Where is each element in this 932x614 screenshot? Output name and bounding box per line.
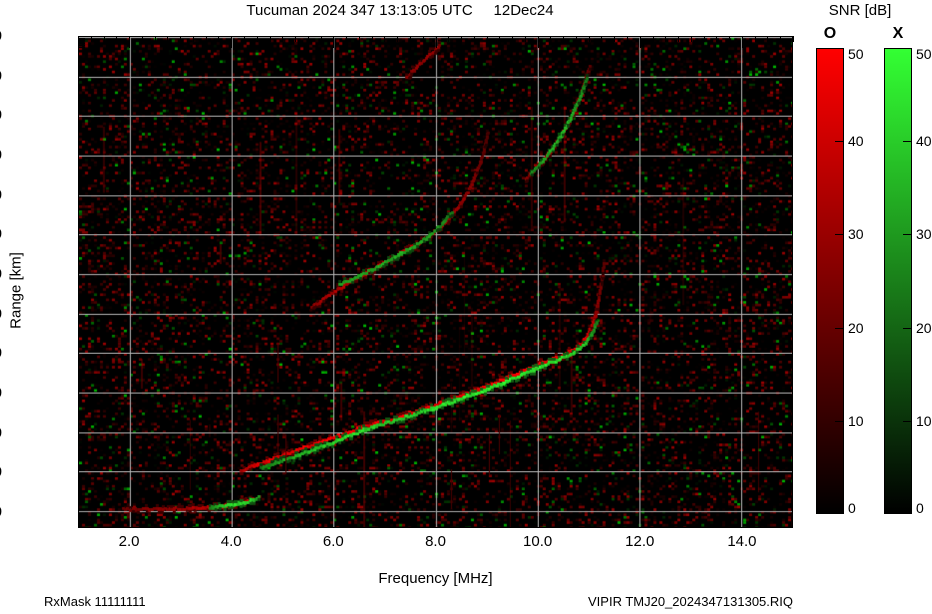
y-tick-label: 1000 (0, 148, 2, 163)
low-frequency-scale-ticks (78, 36, 88, 50)
y-tick-label: 800 (0, 227, 2, 242)
y-tick-label: 300 (0, 425, 2, 440)
y-tick-label: 1200 (0, 68, 2, 83)
colorbar-tick (835, 234, 844, 235)
colorbar-tick-label: 30 (916, 226, 932, 243)
footer-filename: VIPIR TMJ20_2024347131305.RIQ (588, 594, 794, 609)
colorbar-tick-label: 10 (848, 412, 864, 429)
low-frequency-tick (78, 47, 85, 48)
x-axis-label: Frequency [MHz] (378, 570, 493, 587)
colorbar-tick-label: 0 (848, 500, 856, 516)
y-tick-label: 900 (0, 187, 2, 202)
low-frequency-tick (78, 36, 87, 37)
colorbar-tick-label: 20 (848, 319, 864, 336)
low-frequency-tick (78, 42, 85, 44)
x-tick-label: 2.0 (118, 533, 140, 550)
colorbar-tick-label: 10 (916, 412, 932, 429)
colorbar-tick-label: 30 (848, 226, 864, 243)
footer-rxmask: RxMask 11111111 (44, 594, 146, 609)
colorbar-tick-label: 40 (848, 133, 864, 150)
y-tick-label: 1300 (0, 29, 2, 44)
colorbar-x-gradient (884, 48, 912, 514)
colorbar-tick-label: 50 (916, 46, 932, 62)
colorbar-x-letter: X (892, 25, 904, 42)
colorbar-tick-label: 50 (848, 46, 864, 62)
colorbar-tick (903, 328, 912, 329)
y-axis: 100 200 300 400 500 600 700 800 900 1000 1100 1200 1… (0, 0, 78, 614)
x-tick-label: 12.0 (625, 533, 655, 550)
x-tick-label: 4.0 (220, 533, 242, 550)
colorbar-tick (835, 328, 844, 329)
y-tick-label: 100 (0, 505, 2, 520)
colorbar-tick (903, 421, 912, 422)
colorbar-title: SNR [dB] (828, 2, 892, 19)
x-tick-label: 10.0 (523, 533, 553, 550)
colorbar-tick (835, 141, 844, 142)
y-tick-label: 600 (0, 306, 2, 321)
colorbar-tick-label: 40 (916, 133, 932, 150)
x-tick-label: 14.0 (727, 533, 757, 550)
colorbar-o-gradient (816, 48, 844, 514)
x-tick-label: 8.0 (425, 533, 446, 550)
low-frequency-tick (78, 38, 85, 40)
colorbar-tick-label: 20 (916, 319, 932, 336)
page-title: Tucuman 2024 347 13:13:05 UTC 12Dec24 (246, 2, 554, 19)
y-tick-label: 700 (0, 267, 2, 282)
colorbar-tick-label: 0 (916, 500, 924, 516)
y-tick-label: 200 (0, 465, 2, 480)
x-tick-label: 6.0 (322, 533, 344, 550)
colorbar-o-letter: O (823, 25, 837, 42)
colorbar-tick (835, 421, 844, 422)
ionogram-canvas[interactable] (79, 37, 792, 527)
low-frequency-tick (78, 40, 85, 42)
y-tick-label: 1100 (0, 108, 2, 123)
colorbar-tick (903, 234, 912, 235)
colorbar-tick (903, 141, 912, 142)
ionogram-plot[interactable] (78, 36, 793, 528)
y-tick-label: 400 (0, 386, 2, 401)
low-frequency-tick (78, 44, 85, 46)
y-tick-label: 500 (0, 346, 2, 361)
